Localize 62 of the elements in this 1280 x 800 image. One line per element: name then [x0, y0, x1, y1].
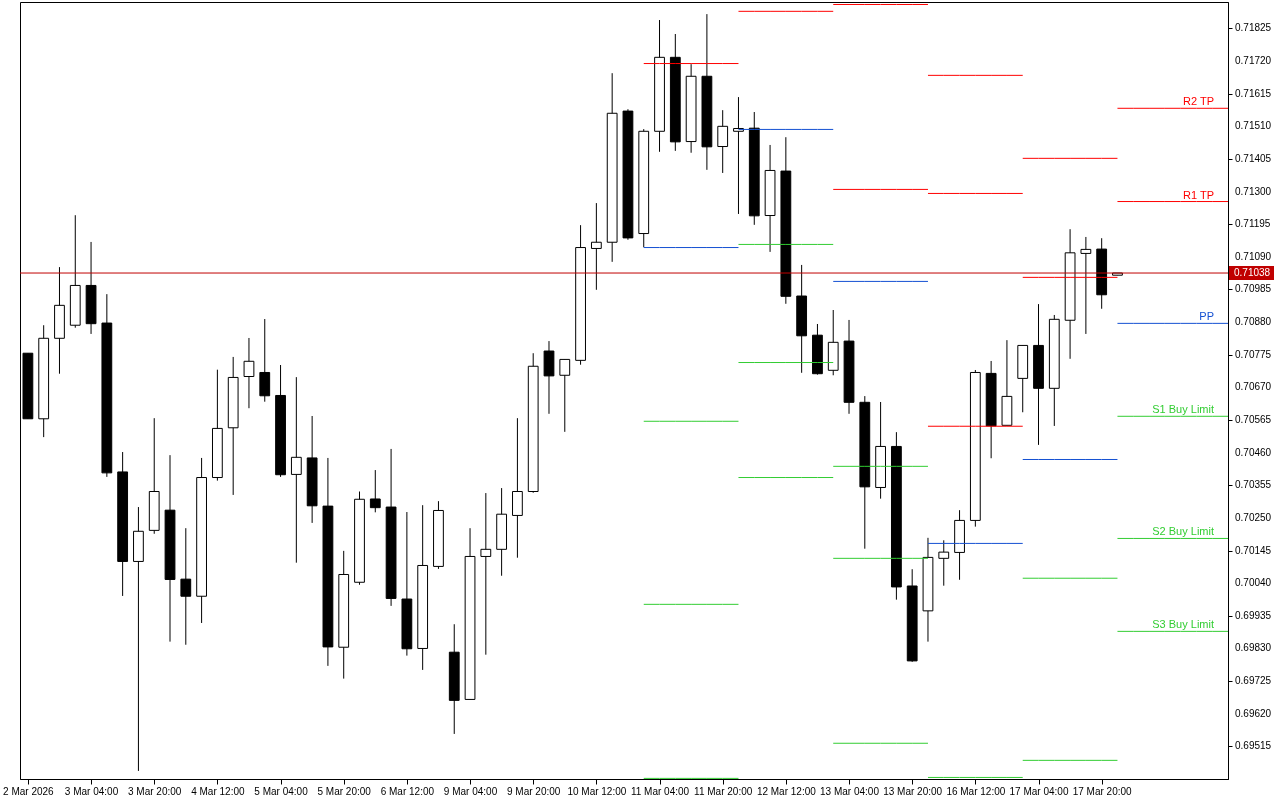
y-tick-label: 0.71090 — [1235, 250, 1272, 262]
candlestick — [717, 109, 729, 174]
x-tick-label: 10 Mar 12:00 — [567, 785, 627, 797]
y-tick-label: 0.71195 — [1235, 218, 1271, 230]
x-tick-label: 5 Mar 04:00 — [254, 785, 309, 797]
candlestick — [480, 492, 492, 656]
candlestick — [180, 527, 192, 646]
y-tick-label: 0.71825 — [1235, 22, 1272, 34]
x-tick-label: 9 Mar 20:00 — [507, 785, 561, 797]
y-tick-label: 0.69725 — [1235, 675, 1272, 687]
y-tick-label: 0.71720 — [1235, 55, 1272, 67]
candlestick — [243, 337, 255, 409]
x-tick-label: 9 Mar 04:00 — [443, 785, 498, 797]
x-tick-label: 13 Mar 20:00 — [883, 785, 943, 797]
y-tick-label: 0.70355 — [1235, 479, 1272, 491]
series-label: R2 TP — [1183, 95, 1214, 108]
series-label: S1 Buy Limit — [1152, 403, 1214, 416]
y-tick-label: 0.70565 — [1235, 414, 1272, 426]
candlestick — [512, 417, 523, 559]
candlestick — [369, 469, 381, 513]
y-tick-label: 0.70250 — [1235, 511, 1272, 523]
x-tick-label: 17 Mar 04:00 — [1009, 785, 1069, 797]
x-tick-label: 17 Mar 20:00 — [1072, 785, 1133, 797]
x-tick-label: 12 Mar 12:00 — [756, 785, 817, 797]
y-tick-label: 0.70775 — [1235, 348, 1272, 360]
x-tick-label: 6 Mar 12:00 — [380, 785, 435, 797]
x-tick-label: 13 Mar 04:00 — [820, 785, 880, 797]
series-label: PP — [1199, 310, 1214, 323]
x-tick-label: 16 Mar 12:00 — [946, 785, 1006, 797]
candlestick — [133, 506, 144, 772]
y-tick-label: 0.70985 — [1235, 283, 1272, 295]
y-tick-label: 0.70460 — [1235, 446, 1272, 458]
y-tick-label: 0.70670 — [1235, 381, 1272, 393]
candlestick — [1080, 236, 1092, 335]
x-tick-label: 4 Mar 12:00 — [191, 785, 245, 797]
x-tick-label: 2 Mar 2026 — [3, 785, 55, 797]
y-tick-label: 0.70880 — [1235, 316, 1272, 328]
x-tick-label: 3 Mar 20:00 — [128, 785, 182, 797]
candlestick — [733, 96, 744, 215]
candlestick — [290, 376, 302, 564]
y-tick-label: 0.70040 — [1235, 577, 1272, 589]
y-tick-label: 0.71300 — [1235, 185, 1272, 197]
x-tick-label: 11 Mar 04:00 — [630, 785, 690, 797]
candlestick — [590, 202, 602, 291]
y-tick-label: 0.69935 — [1235, 609, 1272, 621]
x-tick-label: 3 Mar 04:00 — [64, 785, 119, 797]
y-tick-label: 0.71510 — [1235, 120, 1272, 132]
x-tick-label: 11 Mar 20:00 — [694, 785, 753, 797]
candlestick — [259, 318, 271, 403]
y-tick-label: 0.71405 — [1235, 152, 1272, 164]
candlestick — [559, 358, 571, 433]
y-tick-label: 0.69620 — [1235, 707, 1272, 719]
x-tick-label: 5 Mar 20:00 — [317, 785, 372, 797]
y-tick-label: 0.70145 — [1235, 544, 1272, 556]
candlestick — [938, 539, 950, 587]
series-label: R1 TP — [1183, 188, 1214, 201]
y-tick-label: 0.69515 — [1235, 740, 1272, 752]
y-tick-label: 0.71615 — [1235, 87, 1272, 99]
ref-line-label: 0.71038 — [1234, 267, 1271, 279]
series-label: S2 Buy Limit — [1152, 525, 1214, 538]
y-tick-label: 0.69830 — [1235, 642, 1272, 654]
series-label: S3 Buy Limit — [1152, 618, 1214, 631]
